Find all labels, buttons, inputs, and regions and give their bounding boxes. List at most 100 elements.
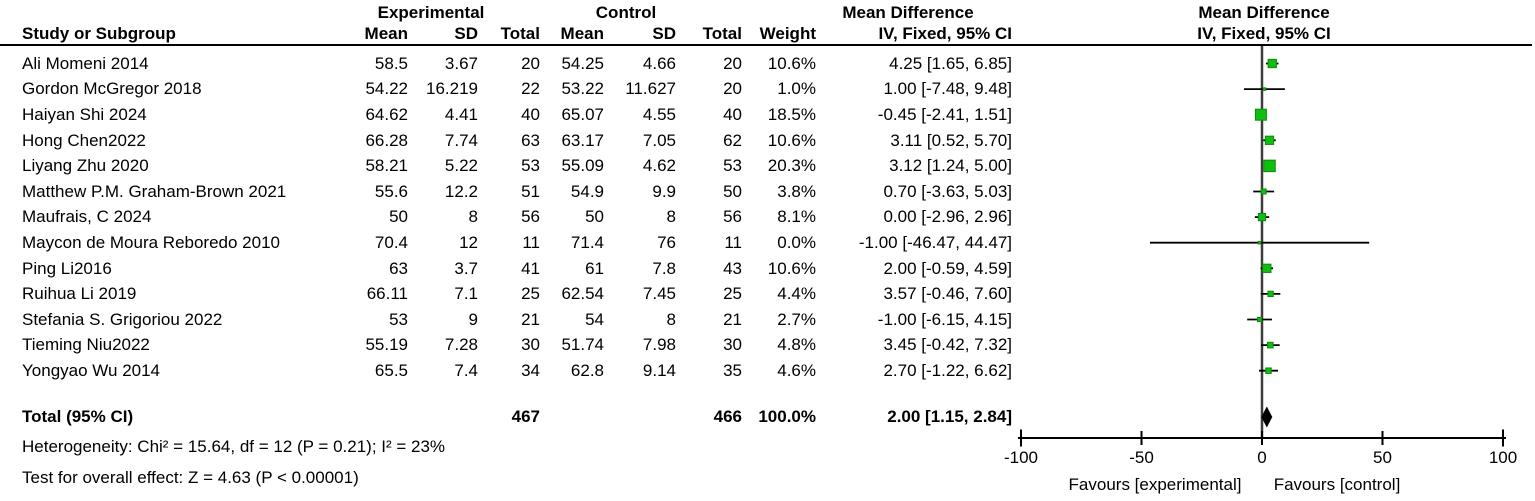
study-row: Matthew P.M. Graham-Brown 2021 55.6 12.2 51… [0,179,1535,205]
total-e-cell: 25 [521,284,540,304]
study-row: Maufrais, C 2024 50 8 56 50 8 56 8.1% 0.00 [-2.9… [0,204,1535,230]
study-row: Ruihua Li 2019 66.11 7.1 25 62.54 7.45 25 4.4% 3… [0,281,1535,307]
axis-tick-label: -100 [1003,448,1039,467]
overall-effect-text: Test for overall effect: Z = 4.63 (P < 0… [22,468,359,487]
total-e-cell: 56 [521,207,540,227]
total-c-cell: 40 [723,104,742,124]
total-e-cell: 34 [521,360,540,380]
sd-e-cell: 3.67 [444,53,478,73]
study-row: Tieming Niu2022 55.19 7.28 30 51.74 7.98 30 4.8… [0,332,1535,358]
weight-cell: 20.3% [767,156,816,176]
mean-c-cell: 53.22 [561,79,604,99]
sd-c-cell: 76 [657,232,676,252]
weight-cell: 0.0% [777,232,816,252]
sd-e-cell: 3.7 [454,258,478,278]
mean-c-cell: 54 [585,309,604,329]
study-cell: Matthew P.M. Graham-Brown 2021 [22,181,287,201]
mean-e-cell: 53 [389,309,408,329]
sd-e-cell: 16.219 [426,79,478,99]
mean-c-cell: 65.07 [561,104,604,124]
study-cell: Liyang Zhu 2020 [22,156,149,176]
ci-cell: 0.00 [-2.96, 2.96] [883,207,1012,227]
col-header-total-exp: Total [500,24,540,43]
total-e-cell: 41 [521,258,540,278]
study-cell: Ping Li2016 [22,258,112,278]
study-cell: Ruihua Li 2019 [22,284,137,304]
weight-cell: 10.6% [767,258,816,278]
ci-cell: 0.70 [-3.63, 5.03] [883,181,1012,201]
ci-cell: 3.45 [-0.42, 7.32] [883,335,1012,355]
total-e-cell: 11 [522,232,540,252]
sd-e-cell: 7.28 [444,335,478,355]
ci-cell: -1.00 [-6.15, 4.15] [877,309,1012,329]
mean-e-cell: 66.11 [366,284,408,304]
total-label: Total (95% CI) [22,407,134,426]
weight-cell: 8.1% [777,207,816,227]
sd-e-cell: 7.74 [444,130,478,150]
weight-cell: 4.4% [777,284,816,304]
total-ci: 2.00 [1.15, 2.84] [887,407,1012,426]
mean-e-cell: 63 [389,258,408,278]
sd-e-cell: 5.22 [444,156,478,176]
study-row: Maycon de Moura Reboredo 2010 70.4 12 11 71.… [0,230,1535,256]
total-weight: 100.0% [758,407,816,426]
study-row: Liyang Zhu 2020 58.21 5.22 53 55.09 4.62 53 20.… [0,153,1535,179]
group-header-mean-difference-plot: Mean Difference [1198,3,1330,22]
ci-cell: 2.00 [-0.59, 4.59] [883,258,1012,278]
sd-c-cell: 9.9 [652,181,676,201]
weight-cell: 10.6% [767,53,816,73]
total-n-exp: 467 [511,407,540,426]
study-row: Gordon McGregor 2018 54.22 16.219 22 53.22 11… [0,76,1535,102]
col-header-sd-exp: SD [454,24,478,43]
mean-c-cell: 62.54 [561,284,604,304]
weight-cell: 4.6% [777,360,816,380]
mean-e-cell: 58.21 [365,156,408,176]
sd-c-cell: 7.8 [652,258,676,278]
sd-e-cell: 12.2 [444,181,478,201]
ci-cell: 2.70 [-1.22, 6.62] [883,360,1012,380]
total-c-cell: 35 [723,360,742,380]
total-row: Total (95% CI) 467 466 100.0% 2.00 [1.15… [0,404,1535,430]
mean-c-cell: 54.9 [570,181,604,201]
favours-experimental-label: Favours [experimental] [1068,475,1242,494]
sd-c-cell: 7.45 [642,284,676,304]
sd-c-cell: 4.55 [642,104,676,124]
sd-e-cell: 4.41 [444,104,478,124]
total-c-cell: 21 [723,309,742,329]
total-e-cell: 53 [521,156,540,176]
study-cell: Maufrais, C 2024 [22,207,152,227]
weight-cell: 3.8% [777,181,816,201]
col-header-study: Study or Subgroup [22,24,176,43]
total-e-cell: 63 [521,130,540,150]
mean-c-cell: 61 [585,258,604,278]
total-c-cell: 25 [723,284,742,304]
mean-e-cell: 55.19 [365,335,408,355]
ci-cell: -1.00 [-46.47, 44.47] [858,232,1012,252]
sd-e-cell: 12 [459,232,478,252]
total-c-cell: 50 [723,181,742,201]
total-e-cell: 20 [521,53,540,73]
ci-cell: 3.11 [0.52, 5.70] [890,130,1012,150]
mean-e-cell: 55.6 [374,181,408,201]
sd-c-cell: 7.98 [642,335,676,355]
study-row: Stefania S. Grigoriou 2022 53 9 21 54 8 21 2.7%… [0,307,1535,333]
mean-e-cell: 50 [389,207,408,227]
sd-e-cell: 7.1 [454,284,478,304]
total-e-cell: 22 [521,79,540,99]
mean-e-cell: 70.4 [374,232,408,252]
mean-c-cell: 51.74 [561,335,604,355]
mean-e-cell: 58.5 [374,53,408,73]
study-cell: Hong Chen2022 [22,130,146,150]
total-c-cell: 20 [723,79,742,99]
study-cell: Ali Momeni 2014 [22,53,149,73]
sd-c-cell: 4.62 [642,156,676,176]
mean-c-cell: 55.09 [561,156,604,176]
col-header-weight: Weight [759,24,816,43]
total-c-cell: 56 [723,207,742,227]
sd-c-cell: 8 [666,207,676,227]
mean-e-cell: 65.5 [374,360,408,380]
col-header-total-ctrl: Total [702,24,742,43]
ci-cell: -0.45 [-2.41, 1.51] [877,104,1012,124]
total-c-cell: 11 [724,232,742,252]
weight-cell: 4.8% [777,335,816,355]
